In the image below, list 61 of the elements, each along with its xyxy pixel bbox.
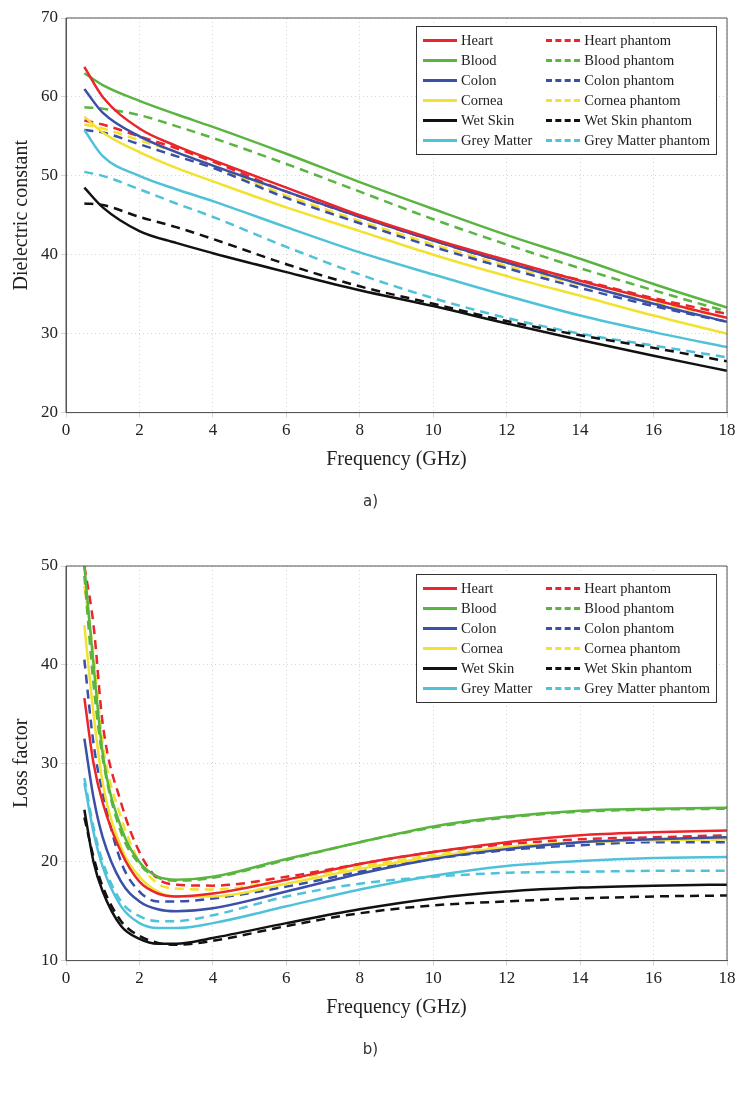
x-tick-label: 10 — [424, 420, 442, 440]
legend-label: Grey Matter — [461, 680, 533, 697]
x-tick-label: 12 — [498, 968, 516, 988]
x-tick-label: 6 — [282, 420, 291, 440]
text: a) — [361, 492, 379, 510]
legend-label: Wet Skin phantom — [584, 112, 692, 129]
x-tick-label: 2 — [135, 968, 144, 988]
x-tick-label: 10 — [424, 968, 442, 988]
legend-label: Colon — [461, 620, 497, 637]
y-axis-title: Loss factor — [9, 718, 32, 809]
y-tick-label: 50 — [41, 165, 58, 185]
y-axis-title: Dielectric constant — [9, 139, 32, 291]
legend-label: Cornea — [461, 92, 503, 109]
legend-label: Grey Matter phantom — [584, 132, 710, 149]
legend-label: Cornea — [461, 640, 503, 657]
legend-label: Cornea phantom — [584, 92, 681, 109]
y-tick-label: 20 — [41, 402, 58, 422]
x-tick-label: 16 — [645, 968, 663, 988]
x-tick-label: 0 — [61, 420, 71, 440]
x-tick-label: 0 — [61, 968, 71, 988]
legend-label: Colon phantom — [584, 72, 675, 89]
legend-label: Wet Skin — [461, 660, 515, 677]
y-tick-label: 60 — [41, 86, 58, 106]
y-tick-label: 70 — [41, 7, 58, 27]
x-axis-title: Frequency (GHz) — [326, 447, 467, 471]
x-tick-label: 14 — [571, 420, 590, 440]
x-tick-label: 18 — [718, 420, 736, 440]
text: b) — [361, 1040, 380, 1058]
y-tick-label: 50 — [41, 555, 58, 575]
legend-label: Grey Matter — [461, 132, 533, 149]
legend-label: Grey Matter phantom — [584, 680, 710, 697]
x-tick-label: 14 — [571, 968, 590, 988]
y-tick-label: 30 — [41, 752, 58, 772]
y-tick-label: 40 — [41, 654, 58, 674]
legend-label: Blood phantom — [584, 600, 675, 617]
x-tick-label: 4 — [208, 968, 218, 988]
x-tick-label: 4 — [208, 420, 218, 440]
y-tick-label: 40 — [41, 244, 58, 264]
y-tick-label: 30 — [41, 323, 58, 343]
x-tick-label: 6 — [282, 968, 291, 988]
legend-label: Blood — [461, 52, 497, 69]
legend-label: Blood phantom — [584, 52, 675, 69]
legend-label: Heart phantom — [584, 580, 671, 597]
legend-label: Colon — [461, 72, 497, 89]
x-tick-label: 8 — [355, 968, 365, 988]
legend-label: Blood — [461, 600, 497, 617]
legend-label: Wet Skin — [461, 112, 515, 129]
legend-label: Heart — [461, 32, 494, 49]
x-tick-label: 2 — [135, 420, 144, 440]
x-tick-label: 18 — [718, 968, 736, 988]
x-tick-label: 12 — [498, 420, 516, 440]
x-axis-title: Frequency (GHz) — [326, 995, 467, 1019]
legend-label: Colon phantom — [584, 620, 675, 637]
y-tick-label: 20 — [41, 851, 58, 871]
legend-label: Wet Skin phantom — [584, 660, 692, 677]
legend-label: Cornea phantom — [584, 640, 681, 657]
legend-label: Heart — [461, 580, 494, 597]
x-tick-label: 8 — [355, 420, 365, 440]
x-tick-label: 16 — [645, 420, 663, 440]
y-tick-label: 10 — [41, 950, 58, 970]
legend-label: Heart phantom — [584, 32, 671, 49]
